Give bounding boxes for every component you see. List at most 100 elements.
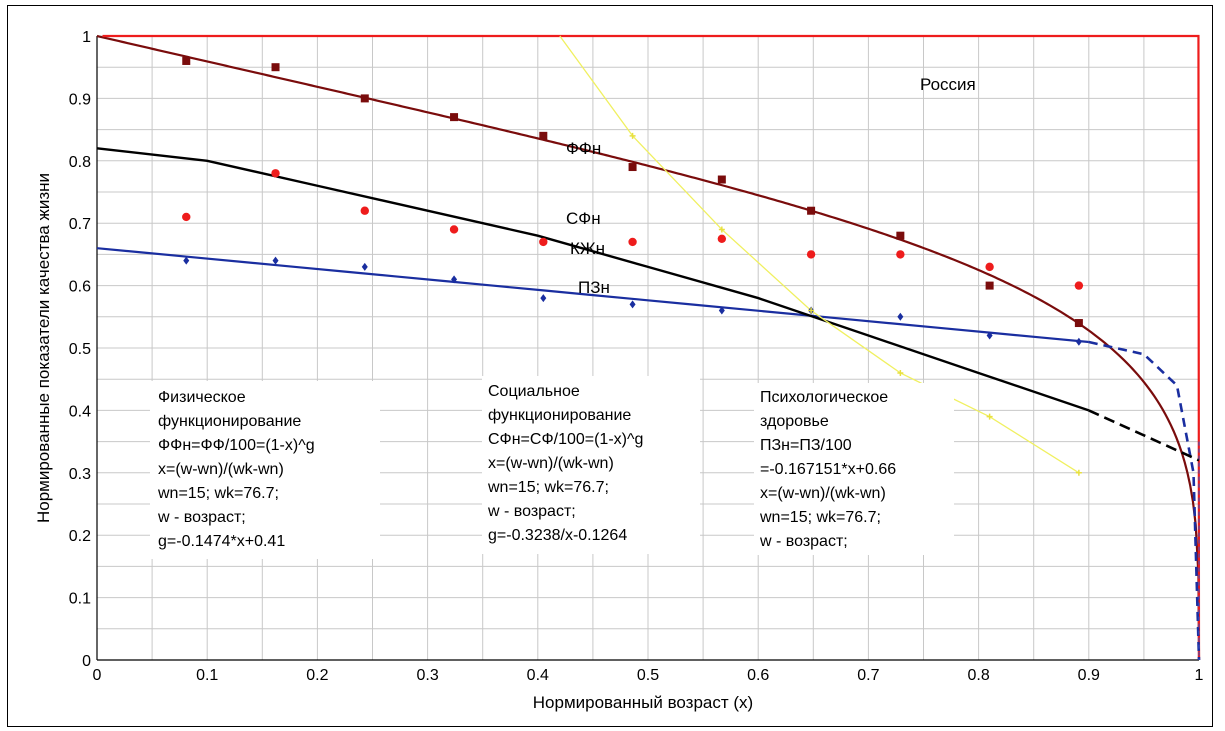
marker-yellow — [986, 413, 993, 420]
marker-sfn — [985, 262, 994, 272]
marker-sfn — [449, 225, 459, 234]
marker-yellow — [629, 132, 636, 139]
y-tick-label: 0.3 — [69, 466, 91, 483]
x-axis-title: Нормированный возраст (x) — [533, 693, 753, 712]
annotation-physical: Физическое функционирование ФФн=ФФ/100=(… — [150, 381, 380, 559]
y-tick-label: 0.8 — [69, 154, 91, 171]
annotation-physical-line: Физическое — [158, 389, 246, 406]
y-tick-label: 0.1 — [69, 591, 91, 608]
y-tick-label: 0.2 — [69, 528, 91, 545]
y-tick-label: 0.9 — [69, 91, 91, 108]
y-tick-label: 0 — [82, 653, 91, 670]
annotation-social-line: x=(w-wn)/(wk-wn) — [488, 455, 614, 472]
marker-pzn — [451, 275, 458, 284]
x-tick-label: 0 — [93, 667, 102, 684]
marker-ffn — [896, 231, 905, 240]
marker-sfn — [896, 250, 905, 259]
marker-sfn — [539, 237, 548, 247]
marker-pzn — [629, 300, 636, 309]
annotation-social-line: g=-0.3238/x-0.1264 — [488, 527, 627, 544]
annotation-psychological-line: ПЗн=ПЗ/100 — [760, 437, 852, 454]
fit-line-pzn-extrapolation — [1088, 340, 1201, 661]
annotation-psychological-line: Психологическое — [760, 389, 888, 406]
fit-line-pzn — [96, 247, 1089, 344]
annotation-psychological-line: =-0.167151*x+0.66 — [760, 461, 896, 478]
annotation-physical-line: ФФн=ФФ/100=(1-x)^g — [158, 437, 315, 454]
marker-pzn — [183, 256, 190, 265]
marker-yellow — [1075, 469, 1082, 476]
annotation-physical-line: g=-0.1474*x+0.41 — [158, 533, 285, 550]
marker-ffn — [271, 63, 280, 72]
annotation-social-line: wn=15; wk=76.7; — [487, 479, 609, 496]
annotation-psychological-line: x=(w-wn)/(wk-wn) — [760, 485, 886, 502]
annotation-social: Социальное функционирование СФн=СФ/100=(… — [482, 376, 700, 554]
x-tick-label: 1 — [1195, 667, 1204, 684]
x-tick-label: 0.4 — [527, 667, 549, 684]
annotation-physical-line: x=(w-wn)/(wk-wn) — [158, 461, 284, 478]
marker-pzn — [718, 306, 725, 315]
x-tick-label: 0.6 — [747, 667, 769, 684]
marker-pzn — [361, 262, 368, 271]
marker-pzn — [540, 294, 547, 303]
marker-sfn — [717, 234, 727, 243]
marker-pzn — [986, 331, 993, 340]
marker-sfn — [628, 237, 637, 247]
y-tick-label: 0.5 — [69, 341, 91, 358]
annotation-physical-line: wn=15; wk=76.7; — [157, 485, 279, 502]
annotation-social-line: функционирование — [488, 407, 631, 424]
marker-ffn — [182, 56, 191, 65]
annotation-social-line: Социальное — [488, 383, 580, 400]
x-tick-label: 0.1 — [196, 667, 218, 684]
marker-pzn — [1075, 337, 1082, 346]
x-tick-label: 0.5 — [637, 667, 659, 684]
marker-sfn — [806, 250, 816, 259]
curve-kzhn-extrapolation — [1088, 409, 1200, 462]
annotation-title: Россия — [920, 75, 976, 94]
series-label-kzhn: КЖн — [570, 239, 605, 258]
annotation-social-line: w - возраст; — [487, 503, 576, 520]
marker-sfn — [1074, 281, 1084, 290]
series-label-ffn: ФФн — [566, 139, 601, 158]
marker-ffn — [450, 113, 459, 122]
marker-ffn — [360, 94, 369, 103]
data-markers — [182, 56, 1084, 476]
x-tick-label: 0.2 — [306, 667, 328, 684]
x-tick-label: 0.7 — [857, 667, 879, 684]
marker-sfn — [182, 212, 191, 222]
annotation-psychological: Психологическое здоровье ПЗн=ПЗ/100 =-0.… — [754, 383, 954, 555]
y-axis-title: Нормированные показатели качества жизни — [34, 173, 53, 523]
y-tick-label: 0.6 — [69, 279, 91, 296]
marker-pzn — [272, 256, 279, 265]
x-tick-label: 0.3 — [416, 667, 438, 684]
fit-curve-sfn — [102, 34, 1201, 661]
y-tick-label: 1 — [82, 29, 91, 46]
axes — [96, 36, 1199, 661]
marker-pzn — [897, 312, 904, 321]
grid — [96, 35, 1200, 661]
annotation-physical-line: функционирование — [158, 413, 301, 430]
chart-frame — [7, 5, 1213, 727]
annotation-psychological-line: wn=15; wk=76.7; — [759, 509, 881, 526]
marker-yellow — [897, 369, 904, 376]
annotation-social-line: СФн=СФ/100=(1-x)^g — [488, 431, 643, 448]
marker-yellow — [808, 307, 815, 314]
x-tick-label: 0.8 — [967, 667, 989, 684]
annotation-psychological-line: здоровье — [760, 413, 829, 430]
marker-ffn — [539, 131, 548, 140]
curve-kzhn — [96, 147, 1090, 412]
series-label-sfn: СФн — [566, 209, 601, 228]
marker-sfn — [271, 169, 280, 178]
annotation-psychological-line: w - возраст; — [759, 533, 848, 550]
marker-ffn — [717, 175, 726, 184]
series-label-pzn: ПЗн — [578, 278, 610, 297]
fit-curve-ffn — [96, 34, 1201, 661]
marker-ffn — [807, 206, 816, 215]
marker-ffn — [1074, 319, 1083, 328]
marker-sfn — [360, 206, 369, 215]
marker-ffn — [628, 163, 637, 172]
annotation-physical-line: w - возраст; — [157, 509, 246, 526]
marker-yellow — [718, 226, 725, 233]
x-tick-label: 0.9 — [1078, 667, 1100, 684]
marker-ffn — [985, 281, 994, 290]
